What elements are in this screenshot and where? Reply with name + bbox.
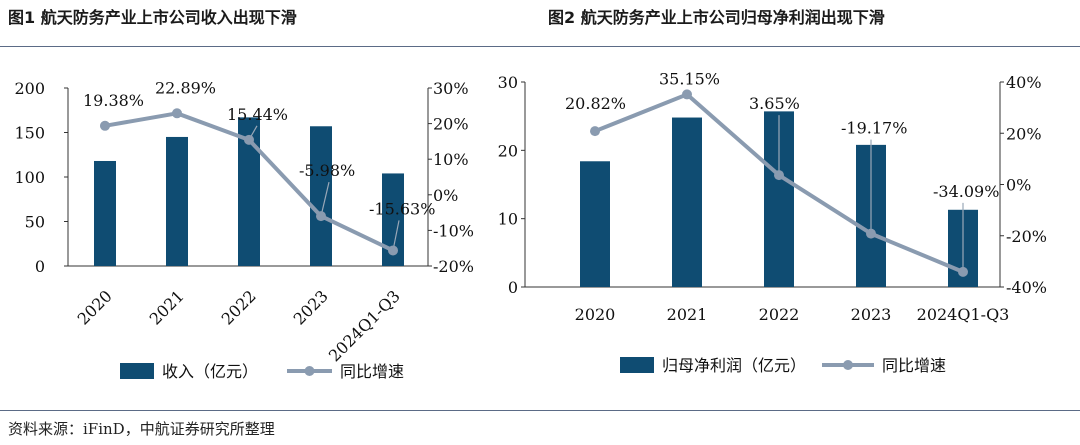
c1-right-tick-label: 20% [433,115,469,134]
c2-growth-point [866,228,876,239]
c1-leader-line [392,220,400,251]
c2-growth-point [774,170,784,181]
c1-data-label: -5.98% [299,161,355,180]
c2-bar-2020 [580,161,610,287]
c1-growth-point [388,245,398,256]
c2-x-label: 2022 [759,305,800,324]
bottom-divider [0,410,1080,411]
c2-left-tick-label: 20 [498,141,518,160]
c2-data-label: -19.17% [841,119,907,138]
c2-data-label: 3.65% [749,94,800,113]
c1-bar-2020 [94,160,116,266]
c1-growth-point [244,134,254,145]
c1-leader-line [320,181,330,217]
c1-data-label: 22.89% [155,78,216,97]
c1-x-label: 2020 [74,286,116,328]
c1-left-tick-label: 150 [14,124,45,143]
c2-legend-bar-swatch [620,357,654,373]
c2-right-tick-label: -40% [1006,278,1047,297]
c2-left-tick-label: 10 [498,210,518,229]
c2-x-label: 2023 [851,305,892,324]
c1-growth-point [172,108,182,119]
c1-data-label: 15.44% [227,105,288,124]
c2-x-label: 2021 [667,305,708,324]
c1-bar-2022 [238,117,260,267]
c2-left-tick-label: 30 [498,73,518,92]
c1-right-tick-label: 10% [433,150,469,169]
c2-left-tick-label: 0 [508,278,518,297]
chart2-title: 图2 航天防务产业上市公司归母净利润出现下滑 [548,8,885,27]
source-note: 资料来源：iFinD，中航证券研究所整理 [8,420,275,438]
c2-x-label: 2024Q1-Q3 [917,305,1010,324]
c1-legend-line-label: 同比增速 [340,362,404,381]
c2-legend-line-label: 同比增速 [882,356,946,375]
c2-data-label: 35.15% [659,69,720,88]
c1-left-tick-label: 0 [35,257,45,276]
c1-bar-2023 [310,126,332,267]
c1-x-label: 2024Q1-Q3 [325,286,404,365]
c1-growth-point [100,120,110,131]
c2-growth-point [958,266,968,277]
c1-right-tick-label: -10% [433,221,474,240]
c2-legend-bar-label: 归母净利润（亿元） [662,356,806,375]
c1-legend-line-marker [304,366,315,376]
top-divider [0,46,1080,47]
c1-right-tick-label: 30% [433,79,469,98]
c1-x-label: 2021 [146,286,188,328]
c2-growth-point [682,89,692,100]
c1-data-label: 19.38% [83,91,144,110]
c1-data-label: -15.63% [369,199,435,218]
c1-growth-point [316,211,326,222]
c1-bar-2024Q1-Q3 [382,173,404,266]
c1-right-tick-label: 0% [433,186,458,205]
c1-x-label: 2022 [218,286,260,328]
c2-right-tick-label: -20% [1006,227,1047,246]
c1-left-tick-label: 50 [25,213,45,232]
c2-right-tick-label: 40% [1006,73,1042,92]
c2-data-label: -34.09% [933,182,999,201]
c2-x-label: 2020 [575,305,616,324]
chart1-title: 图1 航天防务产业上市公司收入出现下滑 [8,8,297,27]
c2-right-tick-label: 20% [1006,124,1042,143]
charts-canvas: 050100150200-20%-10%0%10%20%30%19.38%22.… [14,69,1047,381]
c1-legend-bar-label: 收入（亿元） [162,362,258,381]
c2-legend-line-marker [843,360,853,370]
c1-x-label: 2023 [290,286,332,328]
c2-bar-2021 [672,117,702,288]
c1-bar-2021 [166,136,188,266]
c1-right-tick-label: -20% [433,257,474,276]
c1-legend-bar-swatch [120,363,154,379]
c2-data-label: 20.82% [565,94,626,113]
c2-right-tick-label: 0% [1006,176,1031,195]
c2-growth-point [590,126,600,137]
c1-left-tick-label: 200 [14,79,45,98]
c1-left-tick-label: 100 [14,168,45,187]
